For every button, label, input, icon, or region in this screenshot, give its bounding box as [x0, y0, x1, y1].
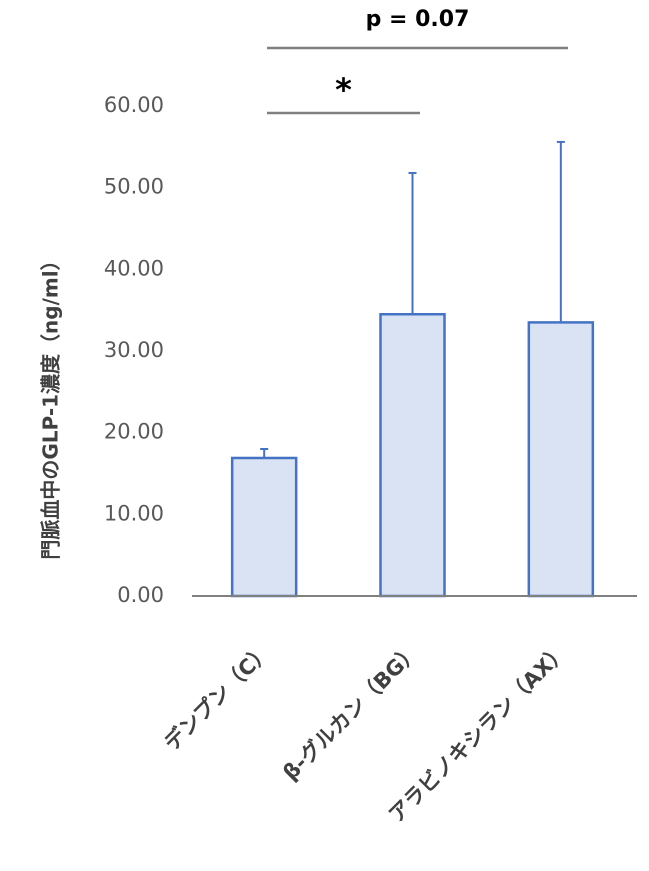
- y-tick-label: 50.00: [104, 175, 164, 199]
- y-tick-label: 10.00: [104, 501, 164, 525]
- y-tick-label: 20.00: [104, 420, 164, 444]
- y-tick-label: 60.00: [104, 93, 164, 117]
- y-axis-label: 門脈血中のGLP-1濃度（ng/ml）: [39, 250, 63, 559]
- bar: [527, 321, 595, 598]
- significance-label: p = 0.07: [366, 7, 470, 32]
- significance-label: *: [335, 71, 352, 109]
- x-tick-label: β-グルカン（BG）: [278, 639, 424, 785]
- bar: [379, 313, 446, 598]
- y-tick-label: 40.00: [104, 256, 164, 280]
- y-tick-label: 30.00: [104, 338, 164, 362]
- y-tick-label: 0.00: [117, 583, 164, 607]
- x-tick-label: デンプン（C）: [159, 639, 276, 756]
- bar: [230, 456, 298, 598]
